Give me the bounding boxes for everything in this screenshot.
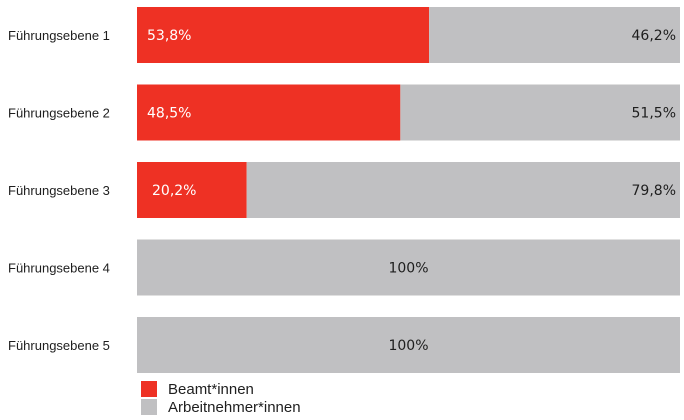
data-label: 79,8%	[632, 183, 676, 199]
bar-segment-arbeitnehmerinnen	[429, 7, 680, 63]
category-label: Führungsebene 3	[8, 183, 110, 198]
data-label: 53,8%	[147, 28, 191, 44]
category-label: Führungsebene 4	[8, 261, 110, 276]
data-label: 46,2%	[632, 28, 676, 44]
category-label: Führungsebene 2	[8, 106, 110, 121]
legend-swatch	[141, 381, 157, 397]
data-label: 48,5%	[147, 106, 191, 122]
legend-swatch	[141, 399, 157, 415]
data-label: 20,2%	[152, 183, 196, 199]
data-label: 100%	[388, 338, 428, 354]
category-label: Führungsebene 1	[8, 28, 110, 43]
bar-segment-arbeitnehmerinnen	[400, 84, 680, 141]
data-label: 51,5%	[632, 106, 676, 122]
bar-segment-beamtinnen	[137, 7, 430, 63]
bar-segment-beamtinnen	[137, 84, 401, 141]
legend-label: Arbeitnehmer*innen	[168, 399, 301, 416]
data-label: 100%	[388, 261, 428, 277]
legend-label: Beamt*innen	[168, 381, 254, 398]
bar-segment-beamtinnen	[137, 162, 247, 218]
bar-segment-arbeitnehmerinnen	[246, 162, 680, 218]
bar-segment-arbeitnehmerinnen	[137, 239, 680, 296]
category-label: Führungsebene 5	[8, 338, 110, 353]
bar-segment-arbeitnehmerinnen	[137, 317, 680, 373]
bars-group: Führungsebene 1 53,8% 46,2% Führungsebene 2…	[8, 7, 680, 373]
